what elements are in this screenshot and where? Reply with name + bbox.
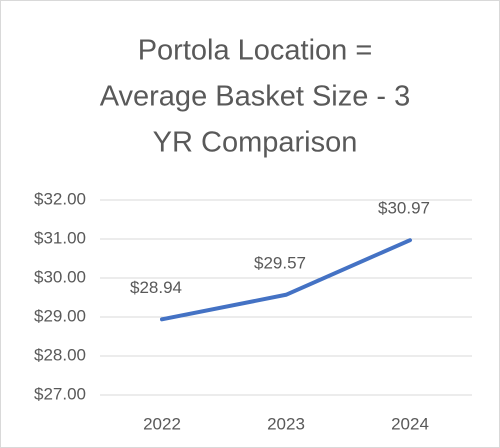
x-tick-label: 2023 [267,414,305,433]
data-label: $30.97 [378,199,430,218]
y-tick-label: $27.00 [34,384,86,403]
y-tick-label: $29.00 [34,306,86,325]
chart-title: Portola Location = [138,35,373,67]
chart-title: Average Basket Size - 3 [100,81,411,113]
y-tick-label: $30.00 [34,267,86,286]
chart-title: YR Comparison [153,127,358,159]
x-tick-label: 2022 [143,414,181,433]
line [160,238,412,322]
y-tick-label: $28.00 [34,345,86,364]
y-tick-label: $32.00 [34,189,86,208]
y-tick-label: $31.00 [34,228,86,247]
x-tick-label: 2024 [391,414,429,433]
data-label: $28.94 [130,278,182,297]
data-label: $29.57 [254,253,306,272]
